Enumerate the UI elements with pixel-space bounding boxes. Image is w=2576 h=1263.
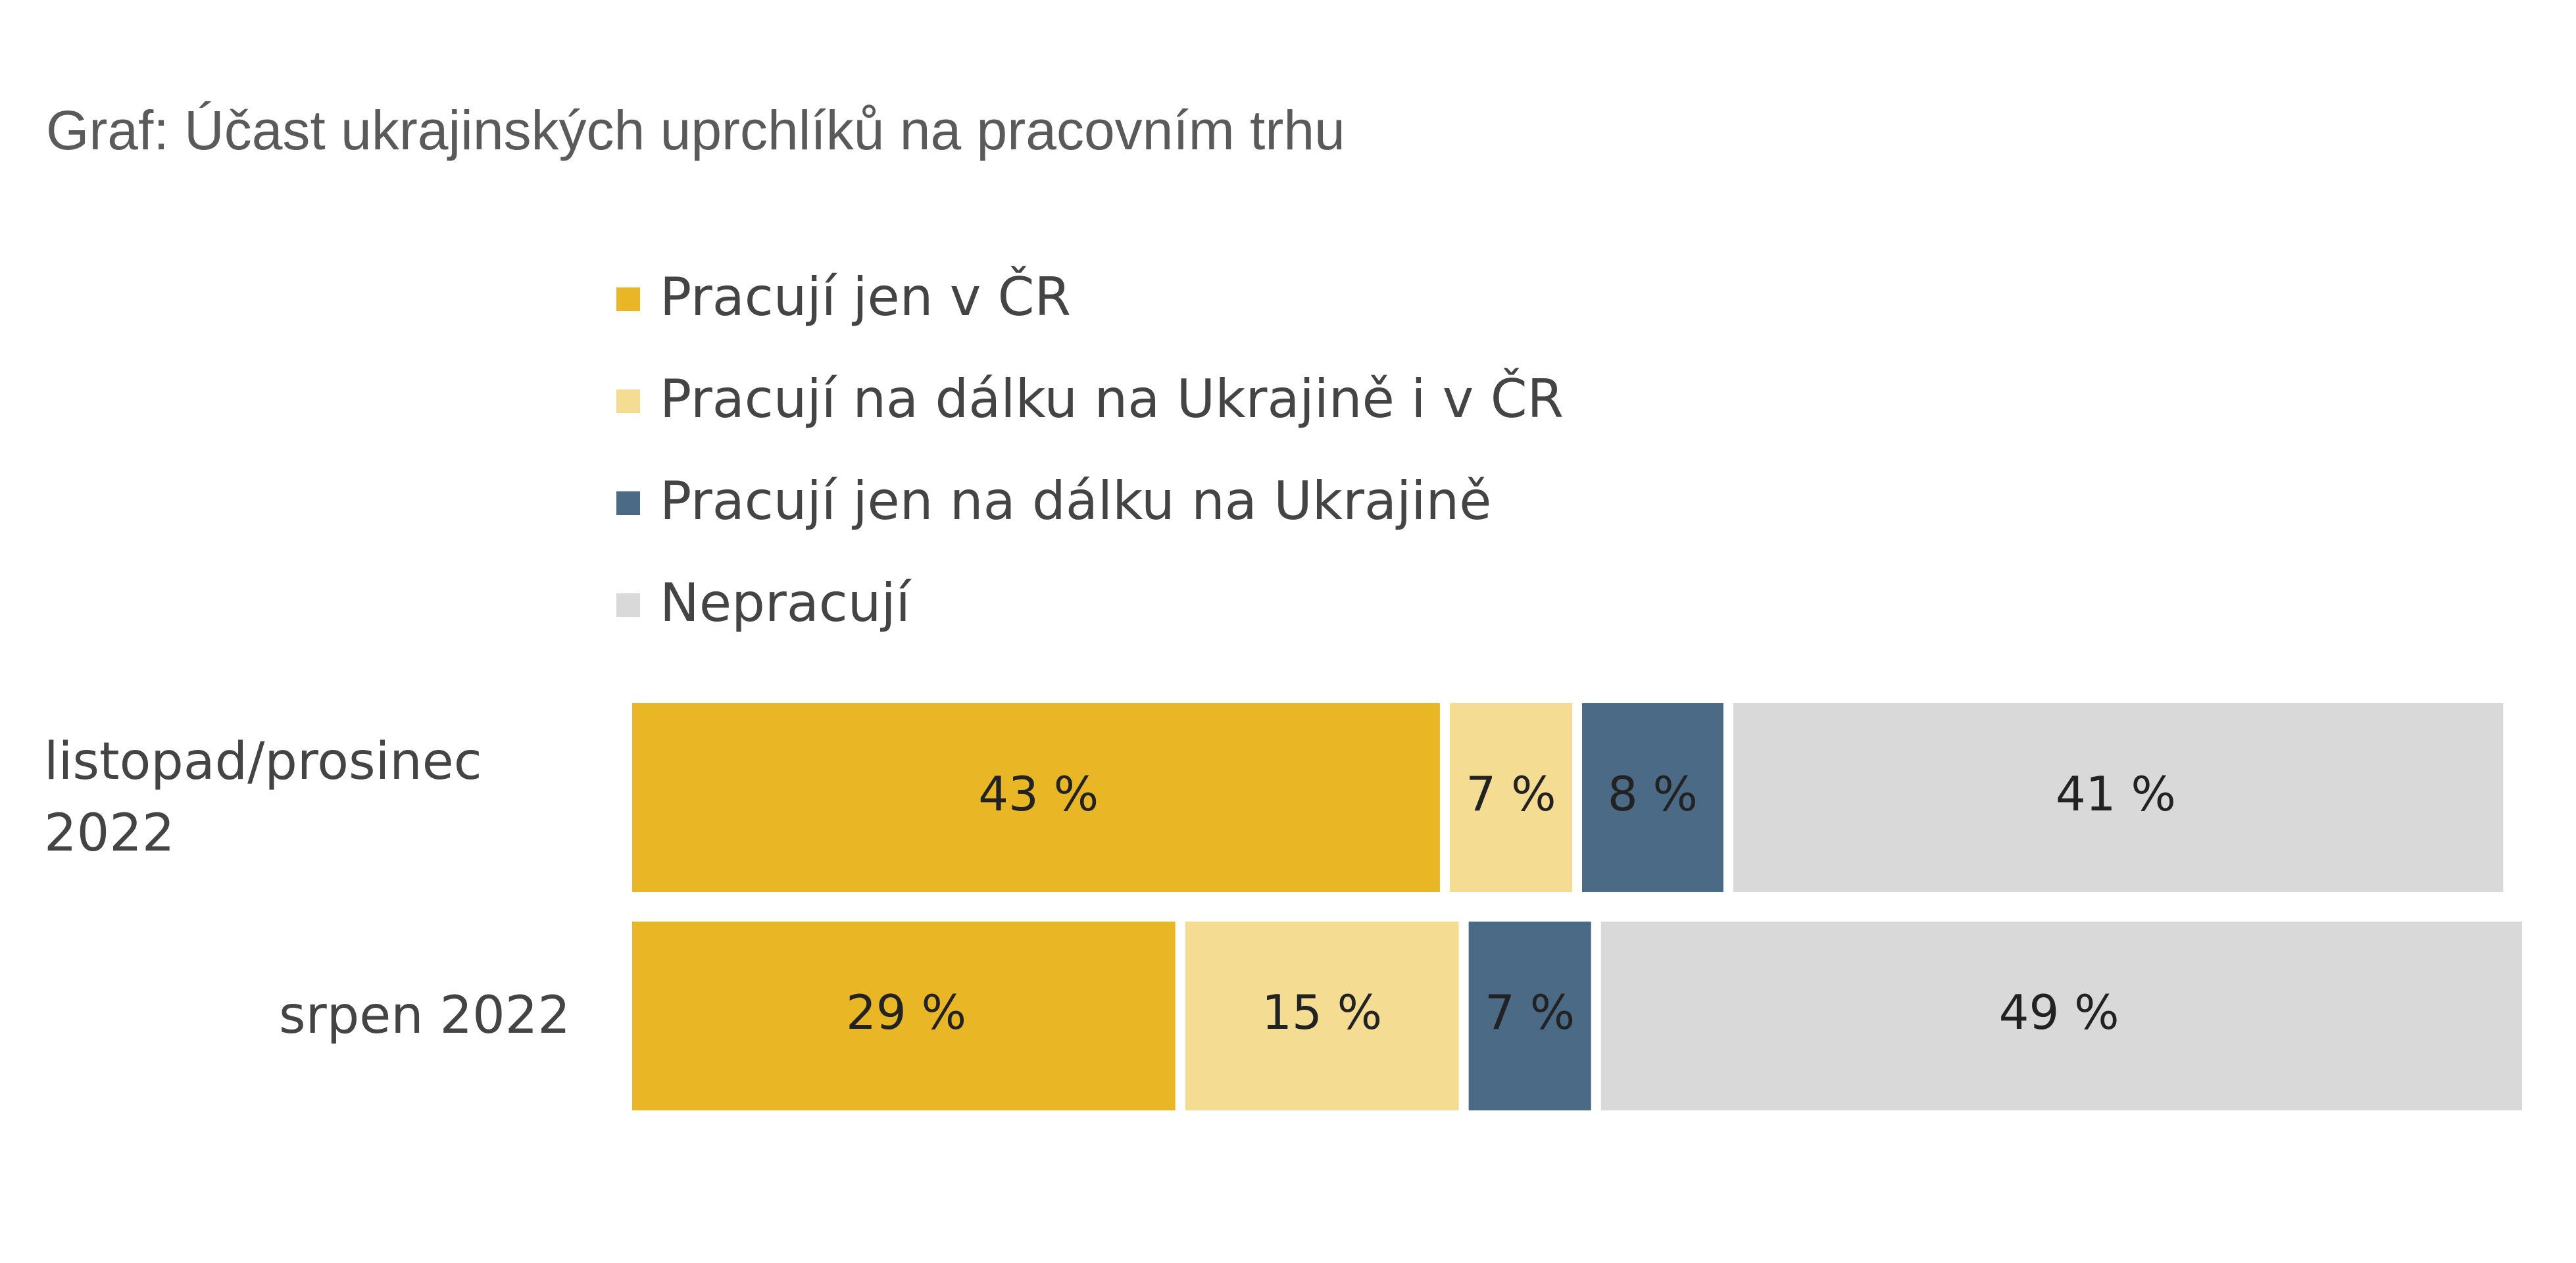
bar-segment	[1468, 922, 1591, 1110]
value-label: 15 %	[1262, 985, 1382, 1040]
bar-segment	[1733, 703, 2504, 892]
category-text: listopad/prosinec 2022	[44, 731, 482, 863]
legend-swatch	[616, 389, 640, 413]
legend-label: Pracují na dálku na Ukrajině i v ČR	[660, 368, 1564, 430]
value-label: 8 %	[1608, 766, 1698, 822]
value-label: 29 %	[846, 985, 966, 1040]
bar-segment	[632, 922, 1176, 1110]
value-label: 41 %	[2056, 766, 2176, 822]
value-label: 7 %	[1466, 766, 1556, 822]
value-label: 7 %	[1485, 985, 1575, 1040]
legend-label: Pracují jen na dálku na Ukrajině	[660, 470, 1491, 532]
value-label: 49 %	[1999, 985, 2119, 1040]
legend-swatch	[616, 491, 640, 515]
bar-segment	[1582, 703, 1723, 892]
legend-swatch	[616, 593, 640, 617]
bar-segment	[1449, 703, 1572, 892]
legend-swatch	[616, 287, 640, 311]
category-label: listopad/prosinec 2022	[44, 726, 570, 870]
value-label: 43 %	[978, 766, 1099, 822]
bar-segment	[1185, 922, 1459, 1110]
category-text: srpen 2022	[279, 986, 570, 1045]
bar-segment	[632, 703, 1440, 892]
chart-title: Graf: Účast ukrajinských uprchlíků na pr…	[46, 99, 1345, 161]
legend-label: Pracují jen v ČR	[660, 266, 1071, 328]
category-label: srpen 2022	[279, 980, 570, 1052]
bar-segment	[1600, 922, 2522, 1110]
legend-label: Nepracují	[660, 572, 912, 633]
